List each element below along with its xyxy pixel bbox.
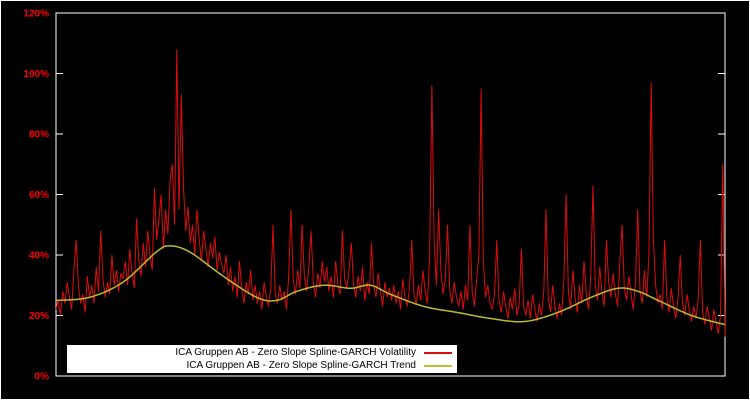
legend-entry-trend: ICA Gruppen AB - Zero Slope Spline-GARCH…	[67, 359, 457, 372]
legend-entry-volatility: ICA Gruppen AB - Zero Slope Spline-GARCH…	[67, 346, 457, 359]
y-axis-tick-label: 80%	[29, 130, 49, 141]
legend-label-trend: ICA Gruppen AB - Zero Slope Spline-GARCH…	[186, 360, 416, 371]
chart-legend: ICA Gruppen AB - Zero Slope Spline-GARCH…	[67, 345, 457, 373]
y-axis-tick-label: 20%	[29, 311, 49, 322]
trend-line	[55, 245, 726, 326]
y-axis-tick-label: 40%	[29, 251, 49, 262]
y-axis-tick-label: 0%	[35, 372, 50, 383]
y-axis-tick-label: 120%	[23, 9, 49, 20]
legend-label-volatility: ICA Gruppen AB - Zero Slope Spline-GARCH…	[175, 347, 416, 358]
legend-line-sample-volatility	[424, 351, 452, 354]
y-axis-tick-label: 100%	[23, 69, 49, 80]
legend-line-sample-trend	[424, 364, 452, 367]
y-axis-tick-label: 60%	[29, 190, 49, 201]
plot-border	[55, 12, 726, 377]
